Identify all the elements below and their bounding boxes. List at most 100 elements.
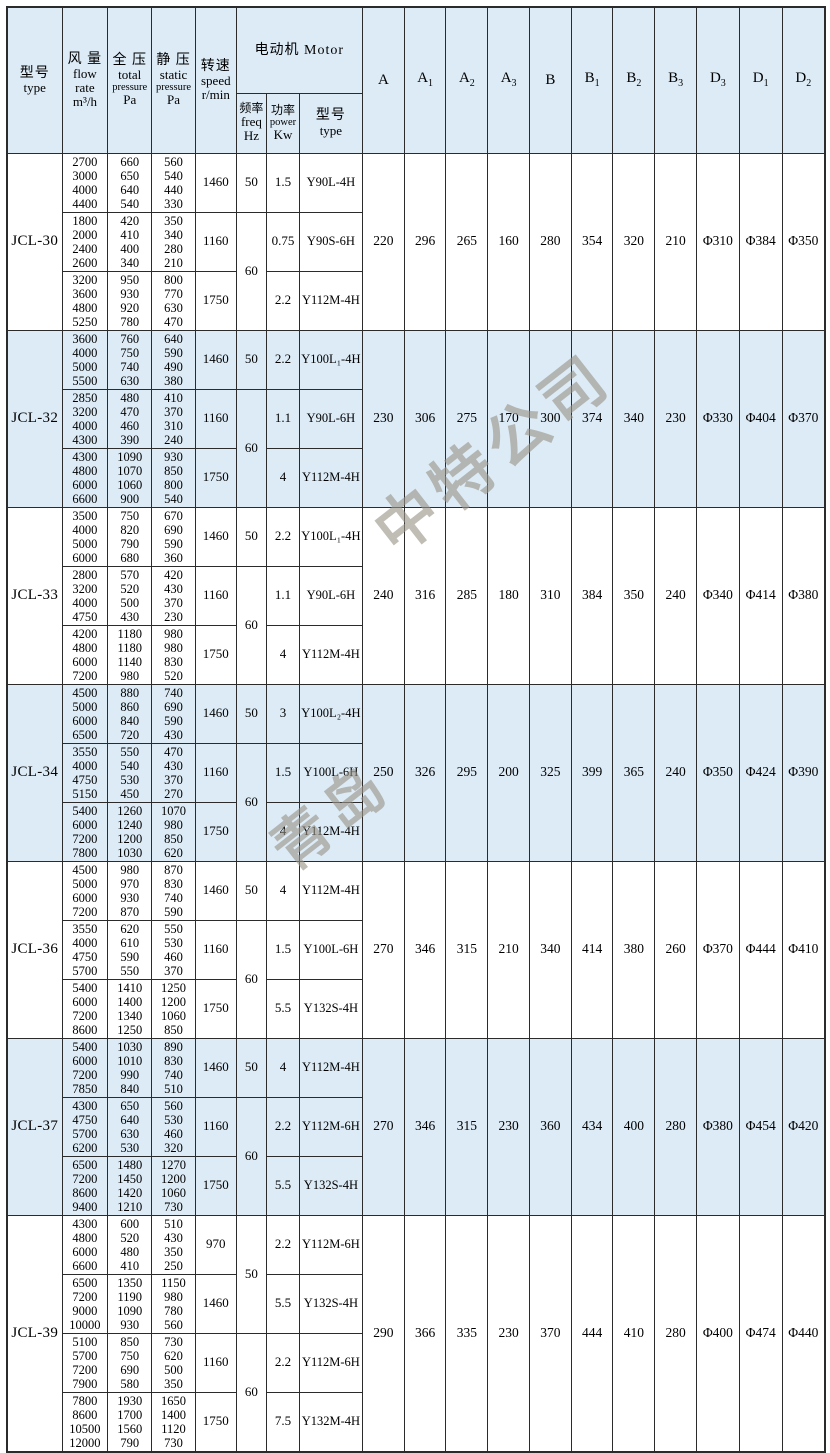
value: 7200: [72, 1067, 98, 1082]
static-pressure-cell: 350 340 280 210: [151, 211, 196, 272]
value: 350: [164, 1244, 183, 1259]
header-total-unit: Pa: [123, 92, 137, 108]
value: 2000: [72, 227, 98, 242]
dimension-cell: 370: [528, 1214, 572, 1452]
value: 230: [164, 609, 183, 624]
value: 5000: [72, 699, 98, 714]
value: 1400: [161, 1407, 187, 1422]
dimension-cell: 240: [361, 506, 405, 685]
table-row: 3550 4000 4750 5700 620 610 590 550 550 530 460 370…: [7, 919, 825, 1039]
model-name-cell: JCL-36: [6, 860, 63, 1039]
value: 510: [164, 1081, 183, 1096]
table-row: 2850 3200 4000 4300 480 470 460 390 410 370 310 240…: [7, 388, 825, 508]
value: 620: [164, 845, 183, 860]
frequency-cell: 60: [235, 742, 268, 862]
total-pressure-cell: 420 410 400 340: [107, 211, 153, 272]
value: 650: [120, 1098, 140, 1113]
dimension-cell: 315: [445, 1037, 489, 1216]
value: 830: [164, 1053, 183, 1068]
header-freq-unit: Hz: [243, 128, 260, 144]
dimension-cell: Φ444: [738, 860, 783, 1039]
motor-type-cell: Y112M-6H: [298, 1332, 363, 1393]
value: 790: [120, 1435, 140, 1450]
value: 1200: [161, 994, 187, 1009]
value: 2850: [72, 390, 98, 405]
value: 340: [164, 227, 183, 242]
frequency-cell: 60: [235, 1096, 268, 1216]
value: 500: [164, 1362, 183, 1377]
total-pressure-cell: 660 650 640 540: [107, 152, 153, 213]
model-name-cell: JCL-34: [6, 683, 63, 862]
dimension-cell: 335: [445, 1214, 489, 1452]
header-freq-cn: 频率: [239, 101, 264, 116]
value: 870: [164, 862, 183, 877]
value: 420: [120, 213, 140, 228]
dimension-cell: 325: [528, 683, 572, 862]
value: 6500: [72, 727, 98, 742]
flow-rate-cell: 4300 4800 6000 6600: [61, 1214, 109, 1275]
value: 4750: [72, 609, 98, 624]
dimension-cell: Φ370: [781, 329, 826, 508]
value: 8600: [72, 1407, 98, 1422]
value: 980: [164, 640, 183, 655]
value: 430: [164, 1230, 183, 1245]
value: 470: [164, 744, 183, 759]
value: 720: [120, 727, 140, 742]
value: 6000: [72, 1244, 98, 1259]
table-row: JCL-34 4500 5000 6000 6500 880 860 840 720 740 690…: [6, 683, 826, 862]
value: 5700: [72, 963, 98, 978]
value: 470: [164, 314, 183, 329]
header-flow-rate: 风 量 flow rate m³/h: [61, 6, 109, 154]
header-freq-en: freq: [240, 114, 262, 130]
dimension-cell: 354: [570, 152, 614, 331]
table-header: 型号 type 风 量 flow rate m³/h 全 压 total: [6, 6, 826, 154]
value: 270: [164, 786, 183, 801]
header-dim-A1: A1: [403, 6, 447, 154]
table-row: 4200 4800 6000 7200 1180 1180 1140 980 980 980 830…: [7, 624, 825, 685]
value: 1240: [117, 817, 143, 832]
value: 920: [120, 300, 140, 315]
power-cell: 1.1: [266, 388, 300, 449]
value: 5250: [72, 314, 98, 329]
power-cell: 5.5: [266, 1273, 300, 1334]
frequency-cell: 60: [235, 1332, 268, 1452]
table-row: JCL-30 2700 3000 4000 4400 660 650 640 540 560 540…: [6, 152, 826, 331]
value: 6000: [72, 477, 98, 492]
motor-type-cell: Y90L-6H: [298, 565, 363, 626]
value: 840: [120, 1081, 140, 1096]
dimension-cell: 285: [445, 506, 489, 685]
dimension-cell: 230: [654, 329, 697, 508]
frequency-cell: 60: [235, 388, 268, 508]
flow-rate-cell: 5400 6000 7200 7800: [61, 801, 109, 862]
total-pressure-cell: 570 520 500 430: [107, 565, 153, 626]
value: 750: [120, 508, 140, 523]
total-pressure-cell: 950 930 920 780: [107, 270, 153, 331]
value: 850: [164, 1022, 183, 1037]
value: 1450: [117, 1171, 143, 1186]
value: 980: [164, 626, 183, 641]
static-pressure-cell: 1070 980 850 620: [151, 801, 196, 862]
dimension-cell: 400: [612, 1037, 656, 1216]
value: 390: [120, 432, 140, 447]
header-speed: 转速 speed r/min: [194, 6, 237, 154]
value: 740: [164, 890, 183, 905]
dimension-cell: 290: [361, 1214, 405, 1452]
value: 4000: [72, 595, 98, 610]
dimension-cell: Φ380: [781, 506, 826, 685]
power-cell: 1.5: [266, 152, 300, 213]
value: 1210: [117, 1199, 143, 1214]
dimension-cell: 280: [528, 152, 572, 331]
value: 6500: [72, 1275, 98, 1290]
total-pressure-cell: 750 820 790 680: [107, 506, 153, 567]
value: 5500: [72, 373, 98, 388]
value: 740: [120, 359, 140, 374]
speed-cell: 1460: [194, 860, 237, 921]
dimension-cell: 374: [570, 329, 614, 508]
value: 350: [164, 1376, 183, 1391]
value: 690: [120, 1362, 140, 1377]
total-pressure-cell: 1480 1450 1420 1210: [107, 1155, 153, 1216]
value: 5400: [72, 1039, 98, 1054]
value: 630: [120, 1126, 140, 1141]
value: 3000: [72, 168, 98, 183]
value: 1930: [117, 1393, 143, 1408]
